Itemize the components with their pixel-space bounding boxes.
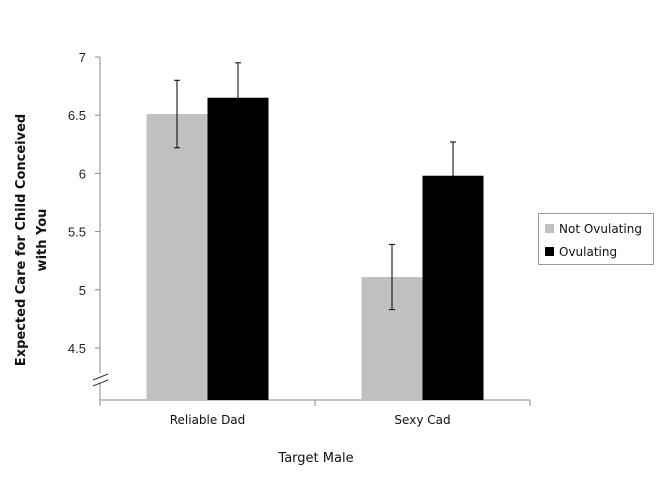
y-tick-label: 4.5	[68, 341, 86, 356]
category-label: Reliable Dad	[170, 413, 246, 427]
y-tick-label: 6.5	[68, 108, 86, 123]
category-label: Sexy Cad	[394, 413, 450, 427]
y-tick-label: 6	[79, 166, 86, 181]
legend-item-ovulating: Ovulating	[545, 240, 653, 263]
category-labels: Reliable Dad Sexy Cad	[170, 413, 451, 427]
error-bars	[174, 62, 456, 311]
legend: Not Ovulating Ovulating	[538, 213, 654, 265]
axis-break-mark	[92, 373, 109, 381]
bar	[207, 97, 269, 401]
y-tick-label: 7	[79, 50, 86, 65]
y-axis-title: Expected Care for Child Conceived with Y…	[14, 114, 50, 366]
y-axis-title-line-2: with You	[35, 209, 50, 272]
x-axis-title: Target Male	[277, 451, 353, 466]
legend-label: Ovulating	[559, 244, 618, 259]
y-tick-label: 5.5	[68, 225, 86, 240]
bar	[422, 175, 484, 400]
legend-swatch-not-ovulating	[545, 224, 554, 233]
axis-break-mark	[92, 379, 109, 387]
legend-swatch-ovulating	[545, 247, 554, 256]
legend-label: Not Ovulating	[559, 221, 642, 236]
y-axis-title-line-1: Expected Care for Child Conceived	[14, 114, 29, 366]
bar	[146, 114, 208, 400]
y-tick-label: 5	[79, 283, 86, 298]
legend-item-not-ovulating: Not Ovulating	[545, 217, 653, 240]
y-axis: 4.5 5 5.5 6 6.5 7	[68, 50, 109, 400]
bars	[146, 97, 484, 401]
x-axis	[99, 399, 531, 406]
